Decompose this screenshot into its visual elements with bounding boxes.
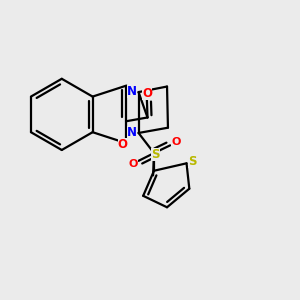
Text: S: S (151, 148, 160, 160)
Text: O: O (128, 159, 138, 169)
Text: N: N (127, 127, 137, 140)
Text: N: N (127, 85, 137, 98)
Text: O: O (142, 87, 152, 101)
Text: O: O (171, 137, 180, 147)
Text: S: S (188, 155, 197, 168)
Text: O: O (118, 138, 128, 151)
